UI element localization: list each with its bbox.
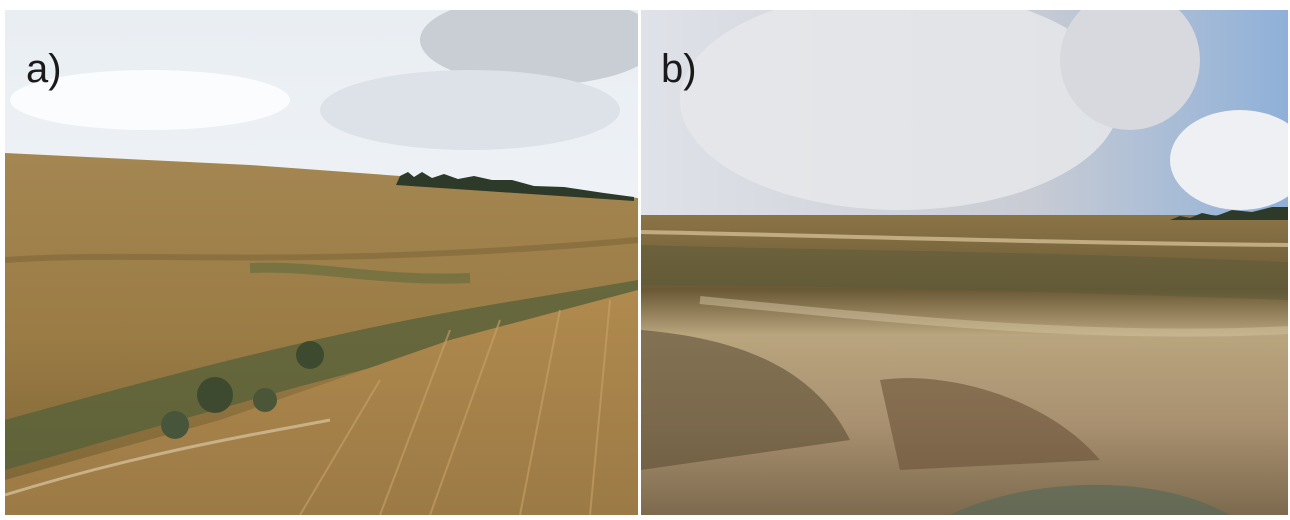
page: a) b) (() => { const data = JSON.parse(d…: [0, 0, 1290, 520]
figure: a) b): [0, 0, 1290, 520]
panel-label: b): [661, 47, 697, 91]
photo-b: [641, 0, 1290, 515]
photo-a: [5, 0, 660, 515]
panel-label: a): [26, 47, 62, 91]
